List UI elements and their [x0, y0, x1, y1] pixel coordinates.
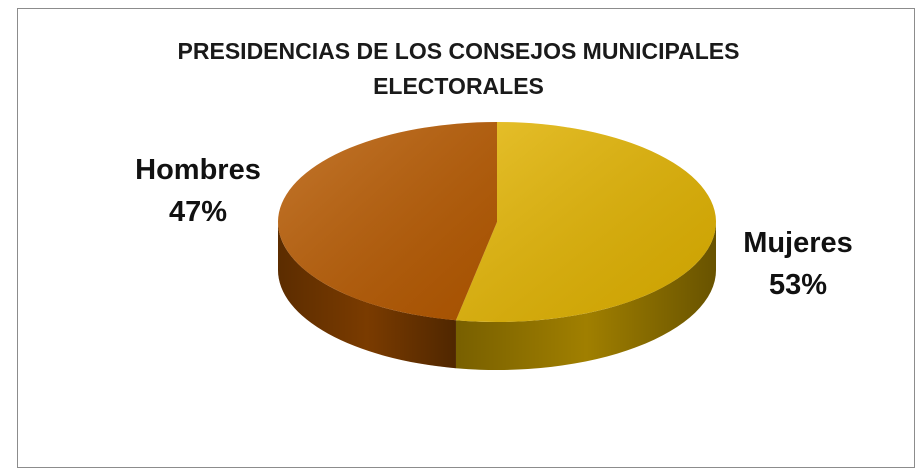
chart-title-line-2: ELECTORALES	[373, 73, 544, 99]
data-label-hombres-value: 47%	[168, 196, 228, 228]
data-label-hombres: Hombres 47%	[118, 149, 278, 233]
data-label-hombres-name: Hombres	[135, 154, 261, 186]
pie-side-shade-hombres	[278, 222, 456, 369]
data-label-mujeres: Mujeres 53%	[718, 222, 878, 306]
pie-chart	[277, 122, 716, 370]
data-label-mujeres-name: Mujeres	[743, 227, 853, 259]
pie-slice-shade-hombres	[277, 122, 497, 321]
pie-sides	[278, 222, 716, 370]
chart-title-line-1: PRESIDENCIAS DE LOS CONSEJOS MUNICIPALES	[177, 38, 740, 64]
data-label-mujeres-value: 53%	[768, 269, 828, 301]
pie-slice-shade-mujeres	[455, 122, 716, 323]
pie-tops	[277, 122, 716, 323]
chart-title: PRESIDENCIAS DE LOS CONSEJOS MUNICIPALES…	[0, 34, 917, 104]
pie-side-shade-mujeres	[455, 222, 716, 370]
